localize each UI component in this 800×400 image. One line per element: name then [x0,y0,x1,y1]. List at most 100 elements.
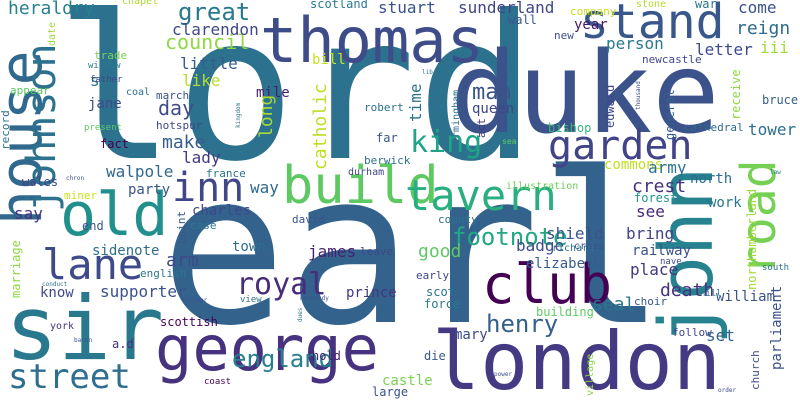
word-clarendon: clarendon [172,20,259,39]
word-coast: coast [204,377,232,387]
word-time: time [406,83,425,122]
word-man: man [472,80,512,105]
word-end: end [82,219,104,233]
word-tavern: tavern [405,171,557,220]
word-village: village [585,353,596,396]
word-trade: trade [94,49,128,62]
word-shield: shield [546,224,604,243]
word-durham: durham [348,167,385,178]
word-sunderland: sunderland [458,0,555,17]
word-badge: badge [516,236,565,255]
word-army: army [648,158,687,177]
word-henry: henry [486,310,559,338]
word-old: old [60,180,169,250]
word-chapel: chapel [122,0,159,7]
word-mile: mile [256,85,290,101]
word-early: early [416,269,450,282]
word-crest: crest [632,176,687,197]
word-lady: lady [182,148,221,167]
word-conduct: conduct [42,281,68,288]
word-place: place [630,260,679,279]
word-view: view [240,295,262,305]
word-railway: railway [632,243,692,259]
word-point: point [175,210,188,244]
word-reign: reign [736,18,791,39]
word-william: william [716,289,776,305]
word-see: see [636,202,665,221]
word-dues: dues [297,307,304,322]
word-new: new [554,29,574,42]
word-garden: garden [548,123,693,169]
word-date: date [47,21,58,46]
word-stuart: stuart [378,0,436,17]
word-death: death [660,280,715,301]
word-cathedral: cathedral [684,121,744,134]
word-commons: commons [604,157,664,173]
word-nave: nave [660,257,682,267]
word-wales: wales [22,175,59,189]
word-thomas: thomas [260,4,484,77]
word-long: long [256,94,277,138]
word-france: france [206,167,246,180]
word-miner: miner [64,189,98,202]
word-force: force [424,297,461,311]
word-great: great [178,0,251,26]
word-like: like [182,71,221,90]
word-appear: appear [10,84,50,97]
word-good: good [418,241,462,262]
word-walpole: walpole [106,162,174,181]
word-son: son [90,71,119,90]
word-know: know [40,285,74,301]
word-choir: choir [634,295,668,308]
word-prince: prince [346,285,397,301]
word-die: die [424,349,446,363]
word-march: march [156,89,190,102]
word-illustration: illustration [506,181,579,192]
word-bill: bill [312,52,346,68]
word-coal: coal [126,87,151,98]
word-lane: lane [42,240,144,289]
word-james: james [308,242,357,261]
word-hold: hold [312,349,341,363]
word-brother: brother [182,297,208,304]
word-george: george [155,312,379,385]
word-catholic: catholic [310,83,331,170]
word-english: english [140,267,187,280]
word-north: north [690,171,733,187]
word-heraldry: heraldry [8,0,95,19]
word-arm: arm [166,250,199,271]
word-jane: jane [88,96,122,112]
word-marriage: marriage [9,240,23,298]
word-law: law [770,169,781,176]
word-supporter: supporter [100,282,187,301]
word-father: father [90,75,123,85]
word-little: little [180,54,238,73]
word-richard: richard [552,243,595,254]
word-castle: castle [382,373,433,389]
word-mary: mary [454,327,488,343]
word-berwick: berwick [364,154,411,167]
word-york: york [50,321,75,332]
word-town: town [232,239,266,255]
word-south: south [762,263,790,273]
word-record: record [0,110,12,150]
word-iii: iii [760,38,789,57]
word-day: day [158,96,195,120]
word-large: large [372,385,409,399]
word-general: general [663,89,677,140]
word-scotland: scotland [310,0,368,11]
word-power: power [494,371,513,378]
word-newcastle: newcastle [642,53,702,66]
word-david: david [292,213,326,226]
word-work: work [708,195,742,211]
word-london: london [432,315,721,400]
word-building: building [536,305,594,319]
word-edward: edward [603,84,617,128]
word-inn: inn [172,165,245,211]
word-thousand: thousand [635,81,642,110]
word-sidenote: sidenote [92,243,160,259]
word-cross: cross [574,241,605,252]
word-wall: wall [508,13,537,27]
word-stand: stand [580,0,725,50]
